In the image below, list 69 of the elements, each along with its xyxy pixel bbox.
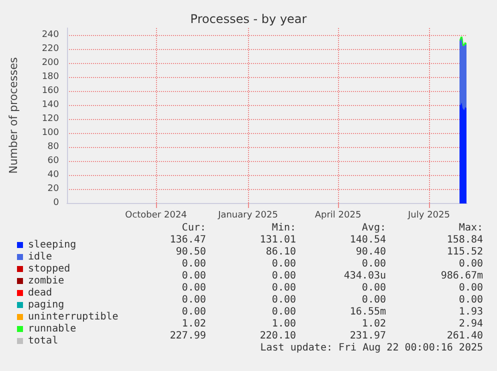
y-tick-label: 80 [48, 142, 60, 152]
x-tick-label: January 2025 [217, 210, 278, 220]
y-tick-label: 40 [48, 170, 60, 180]
text: 0.00 [362, 294, 386, 306]
text: 231.97 [350, 330, 386, 342]
text: 131.01 [260, 234, 296, 246]
y-tick-label: 180 [42, 72, 60, 82]
text: 86.10 [266, 246, 296, 258]
legend-label: zombie [28, 276, 64, 286]
text: Cur: [182, 222, 206, 234]
chart-title: Processes - by year [190, 12, 307, 26]
text: 16.55m [350, 306, 386, 318]
text: 140.54 [350, 234, 386, 246]
text: 90.50 [176, 246, 206, 258]
y-tick-label: 240 [42, 30, 60, 40]
text: 0.00 [272, 306, 296, 318]
text: 136.47 [170, 234, 206, 246]
text: 220.10 [260, 330, 296, 342]
text: 0.00 [362, 282, 386, 294]
legend-label: sleeping [28, 240, 76, 250]
y-axis-title: Number of processes [7, 56, 20, 174]
text: 2.94 [458, 318, 484, 330]
text: 1.02 [362, 318, 386, 330]
text: 0.00 [458, 258, 484, 270]
y-tick-label: 200 [42, 58, 60, 68]
legend-label: idle [28, 252, 52, 262]
text: 1.02 [182, 318, 206, 330]
y-tick-label: 120 [42, 114, 60, 124]
text: Min: [272, 222, 296, 234]
x-tick-label: July 2025 [407, 210, 450, 220]
text: 261.40 [446, 330, 483, 342]
y-tick-label: 60 [48, 156, 60, 166]
y-tick-label: 20 [48, 184, 60, 194]
legend-label: dead [28, 288, 52, 298]
y-tick-label: 160 [42, 86, 60, 96]
text: 0.00 [272, 282, 296, 294]
legend-label: uninterruptible [28, 312, 118, 322]
text: 0.00 [182, 282, 206, 294]
legend-label: total [28, 336, 58, 346]
y-tick-label: 220 [42, 44, 60, 54]
text: 0.00 [182, 306, 206, 318]
legend-label: paging [28, 300, 64, 310]
text: 1.93 [458, 306, 484, 318]
text: 227.99 [170, 330, 206, 342]
text: 0.00 [272, 270, 296, 282]
text: 0.00 [182, 270, 206, 282]
x-tick-label: October 2024 [125, 210, 188, 220]
text: Last update: Fri Aug 22 00:00:16 2025 [260, 342, 484, 354]
text: Avg: [362, 222, 386, 234]
y-tick-label: 100 [42, 128, 60, 138]
text: 434.03u [344, 270, 386, 282]
text: 0.00 [458, 294, 484, 306]
y-tick-label: 0 [53, 198, 60, 208]
text: 90.40 [356, 246, 386, 258]
y-tick-label: 140 [42, 100, 60, 110]
text: 986.67m [440, 270, 484, 282]
text: 0.00 [458, 282, 484, 294]
text: Max: [458, 222, 484, 234]
text: 0.00 [182, 294, 206, 306]
x-tick-label: April 2025 [314, 210, 362, 220]
text: 115.52 [446, 246, 483, 258]
text: 158.84 [446, 234, 483, 246]
text: 0.00 [272, 294, 296, 306]
text: 0.00 [272, 258, 296, 270]
text: 0.00 [182, 258, 206, 270]
text: 1.00 [272, 318, 296, 330]
text: 0.00 [362, 258, 386, 270]
legend-label: runnable [28, 324, 76, 334]
legend-label: stopped [28, 264, 70, 274]
